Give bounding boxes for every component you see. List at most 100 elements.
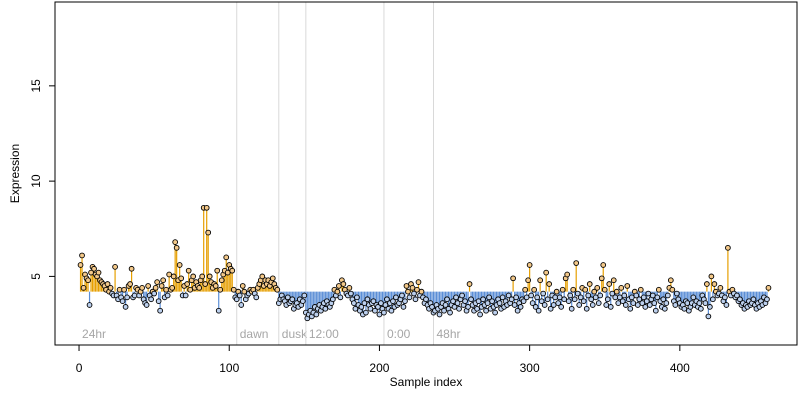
data-point: [418, 288, 425, 295]
data-point: [534, 294, 540, 301]
data-point: [573, 260, 580, 266]
data-point: [538, 298, 545, 305]
x-tick-label: 100: [219, 361, 239, 375]
data-point: [522, 286, 528, 293]
data-point: [618, 284, 625, 291]
data-point: [152, 284, 159, 291]
data-point: [655, 286, 662, 293]
data-point: [567, 292, 574, 299]
data-point: [399, 292, 405, 299]
data-point: [717, 284, 724, 291]
data-point: [456, 305, 462, 312]
data-point: [750, 296, 757, 303]
data-point: [170, 273, 177, 280]
data-point: [531, 286, 537, 293]
data-point: [613, 288, 620, 295]
data-point: [330, 296, 336, 303]
data-point: [660, 296, 667, 303]
data-point: [586, 281, 593, 287]
data-point: [529, 300, 536, 306]
data-point: [526, 262, 533, 268]
region-label: 24hr: [82, 327, 106, 341]
data-point: [564, 271, 571, 278]
data-point: [215, 307, 222, 314]
data-point: [698, 305, 704, 312]
data-point: [415, 279, 422, 285]
data-point: [206, 273, 213, 280]
data-point: [637, 286, 644, 293]
data-point: [589, 302, 596, 308]
data-point: [239, 283, 246, 289]
data-point: [595, 300, 602, 306]
data-point: [652, 307, 659, 314]
data-point: [624, 283, 631, 289]
data-point: [704, 281, 710, 287]
data-point: [663, 300, 670, 306]
data-point: [151, 290, 157, 297]
data-point: [619, 298, 626, 305]
data-point: [363, 309, 369, 316]
data-point: [765, 284, 772, 291]
data-point: [705, 313, 712, 320]
data-point: [601, 286, 608, 293]
region-label: 0:00: [387, 327, 411, 341]
data-point: [710, 296, 716, 303]
x-tick-label: 200: [369, 361, 389, 375]
data-point: [182, 292, 189, 299]
data-point: [334, 288, 341, 295]
data-point: [124, 294, 130, 301]
data-point: [348, 290, 354, 297]
data-point: [553, 288, 560, 295]
data-point: [406, 294, 413, 301]
data-point: [442, 302, 449, 308]
data-point: [107, 284, 114, 291]
data-point: [480, 296, 486, 303]
data-point: [558, 304, 565, 310]
axes: 0 100 200 300 400 5 10 15: [29, 1, 798, 375]
x-tick-label: 400: [670, 361, 690, 375]
data-point: [486, 294, 492, 301]
data-point: [121, 286, 127, 293]
data-point: [86, 302, 93, 308]
data-point: [462, 298, 468, 305]
data-point: [164, 292, 171, 299]
data-point: [184, 281, 191, 287]
data-point: [582, 286, 589, 293]
data-point: [711, 281, 718, 287]
data-point: [402, 298, 408, 305]
data-point: [112, 264, 118, 270]
data-point: [535, 307, 542, 314]
data-point: [673, 290, 680, 297]
data-point: [390, 298, 396, 305]
data-point: [583, 305, 590, 312]
data-point: [155, 298, 162, 305]
data-point: [513, 294, 519, 301]
data-point: [606, 281, 613, 287]
data-point: [77, 262, 84, 268]
y-tick-label: 15: [29, 79, 43, 93]
data-point: [405, 288, 411, 295]
region-label: dawn: [240, 327, 269, 341]
y-axis-title: Expression: [8, 144, 22, 203]
data-point: [577, 294, 584, 301]
data-point: [734, 292, 740, 299]
data-point: [696, 300, 703, 306]
data-point: [91, 265, 97, 272]
data-point: [139, 284, 145, 291]
data-point: [690, 294, 697, 301]
data-point: [259, 273, 266, 280]
data-point: [537, 277, 544, 284]
data-point: [423, 296, 429, 303]
data-point: [205, 229, 212, 236]
data-point: [80, 284, 87, 291]
region-label: dusk: [282, 327, 308, 341]
data-point: [723, 302, 730, 308]
data-point: [411, 290, 417, 297]
data-point: [496, 300, 503, 306]
data-point: [610, 277, 617, 284]
data-point: [364, 296, 371, 303]
data-point: [340, 281, 347, 287]
data-point: [510, 275, 516, 282]
data-point: [654, 294, 661, 301]
data-point: [199, 273, 206, 280]
